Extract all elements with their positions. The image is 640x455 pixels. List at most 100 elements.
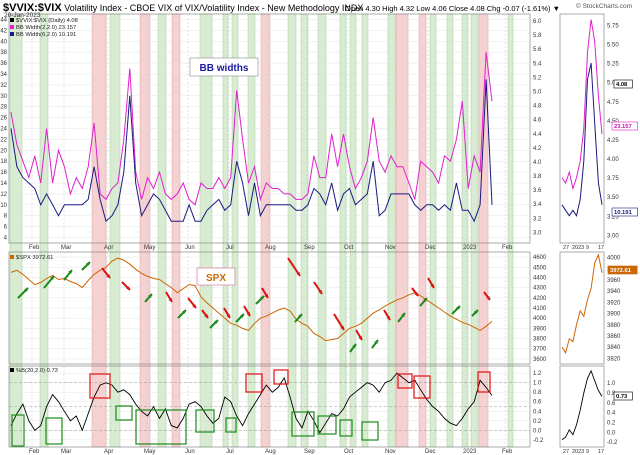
pctb-oversold-box	[11, 414, 25, 447]
zoom-axis-tick: 3860	[607, 334, 621, 340]
value-tag: 23.157	[614, 124, 632, 130]
x-tick-label: Apr	[104, 245, 113, 251]
spx-line	[10, 257, 493, 342]
zoom-axis-tick: 5.25	[607, 62, 619, 68]
zoom-x-tick-label: 27	[563, 245, 569, 251]
top-legend-text: BB Width(6,2.0) 10.191	[16, 32, 76, 38]
x-tick-label: Aug	[265, 245, 276, 251]
buy-arrow-head	[260, 296, 264, 300]
left-axis-tick: 24	[0, 127, 7, 133]
sell-arrow-head	[226, 314, 230, 318]
right-axis-tick: 5.0	[533, 90, 542, 96]
value-tag: 4.08	[616, 82, 628, 88]
red-band	[171, 13, 181, 448]
value-tag: 0.73	[616, 394, 628, 400]
zoom-axis-tick: 0.0	[607, 430, 616, 436]
x-tick-label: Mar	[61, 449, 71, 455]
zoom-panel-frame-1	[559, 251, 605, 365]
spx-annotation: SPX	[206, 273, 226, 284]
sell-arrow-head	[414, 292, 418, 296]
green-band	[339, 13, 347, 448]
sell-arrow-head	[386, 316, 390, 320]
green-band	[361, 13, 369, 448]
green-band	[317, 13, 327, 448]
x-tick-label: Oct	[344, 245, 354, 251]
pctb-overbought-box	[273, 369, 289, 385]
right-axis-tick: 0.4	[533, 409, 542, 415]
zoom-axis-tick: 3960	[607, 278, 621, 284]
left-axis-tick: 36	[0, 61, 7, 67]
left-axis-tick: 14	[0, 181, 7, 187]
green-band	[109, 13, 121, 448]
right-axis-tick: 4.4	[533, 132, 542, 138]
left-axis-tick: 40	[0, 39, 7, 45]
sell-arrow-head	[168, 298, 172, 302]
pctb-overbought-box	[245, 373, 263, 393]
buy-arrow-head	[298, 314, 302, 318]
zoom-panel-frame-0	[559, 13, 605, 244]
buy-arrow-head	[456, 306, 460, 310]
top-legend-swatch	[10, 25, 14, 29]
right-axis-tick: 5.4	[533, 61, 542, 67]
left-axis-tick: 6	[4, 225, 8, 231]
x-tick-label: Feb	[502, 449, 513, 455]
right-axis-tick: 4500	[533, 265, 547, 271]
green-band	[387, 13, 397, 448]
pctb-legend-swatch	[10, 368, 14, 372]
green-band	[247, 13, 256, 448]
stockcharts-logo: © StockCharts.com	[576, 3, 633, 10]
right-axis-tick: 4300	[533, 286, 547, 292]
right-axis-tick: 5.6	[533, 47, 542, 53]
x-tick-label: May	[144, 449, 155, 455]
pctb-legend-text: %B(20,2.0) 0.73	[16, 368, 58, 374]
pctb-oversold-box	[45, 417, 63, 445]
right-axis-tick: 4100	[533, 306, 547, 312]
left-axis-tick: 4	[4, 236, 8, 242]
chart-header: $VVIX:$VIX Volatility Index - CBOE VIX o…	[0, 0, 640, 19]
chart-title: $VVIX:$VIX Volatility Index - CBOE VIX o…	[3, 2, 363, 14]
right-axis-tick: 1.2	[533, 371, 542, 377]
top-legend-text: BB Width(2,2.0) 23.157	[16, 25, 76, 31]
x-tick-label: Nov	[385, 245, 396, 251]
buy-arrow-head	[24, 288, 28, 292]
pctb-overbought-box	[477, 371, 491, 393]
value-tag-bg	[611, 121, 638, 131]
pctb-oversold-box	[195, 409, 215, 433]
left-axis-tick: 22	[0, 137, 7, 143]
right-axis-tick: 0.8	[533, 390, 542, 396]
zoom-axis-tick: 1.0	[607, 381, 616, 387]
zoom-x-tick-label: 17	[598, 449, 604, 455]
right-axis-tick: 0.0	[533, 428, 542, 434]
zoom-bbwidth-2-line	[561, 19, 603, 191]
x-tick-label: Jun	[185, 245, 195, 251]
left-axis-tick: 26	[0, 116, 7, 122]
zoom-x-tick-label: 9	[586, 449, 589, 455]
right-axis-tick: 5.8	[533, 33, 542, 39]
zoom-axis-tick: 3900	[607, 312, 621, 318]
spx-legend-text: $SPX 3972.61	[16, 255, 53, 261]
green-band	[470, 13, 479, 448]
zoom-bbwidth-6-line	[561, 62, 603, 217]
zoom-axis-tick: 4.25	[607, 138, 619, 144]
value-tag: 3972.61	[610, 268, 632, 274]
description-label: Volatility Index - CBOE VIX of VIX/Volat…	[64, 3, 364, 13]
pctb-oversold-box	[115, 405, 133, 421]
sell-arrow-head	[204, 314, 208, 318]
right-axis-tick: 3.0	[533, 230, 542, 236]
symbol-label: $VVIX:$VIX	[3, 2, 62, 14]
zoom-x-tick-label: 17	[598, 245, 604, 251]
left-axis-tick: 16	[0, 170, 7, 176]
right-axis-tick: 6.0	[533, 19, 542, 25]
zoom-axis-tick: 4000	[607, 256, 621, 262]
left-axis-tick: 42	[0, 28, 7, 34]
zoom-axis-tick: 5.50	[607, 43, 619, 49]
right-axis-tick: 1.0	[533, 381, 542, 387]
buy-arrow-head	[401, 313, 405, 317]
sell-arrow-head	[486, 296, 490, 300]
green-band	[231, 13, 239, 448]
x-tick-label: Dec	[425, 449, 436, 455]
buy-arrow-head	[240, 314, 244, 318]
zoom-axis-tick: 0.2	[607, 420, 616, 426]
zoom-pctb-line	[561, 369, 603, 440]
pctb-overbought-box	[89, 373, 111, 399]
